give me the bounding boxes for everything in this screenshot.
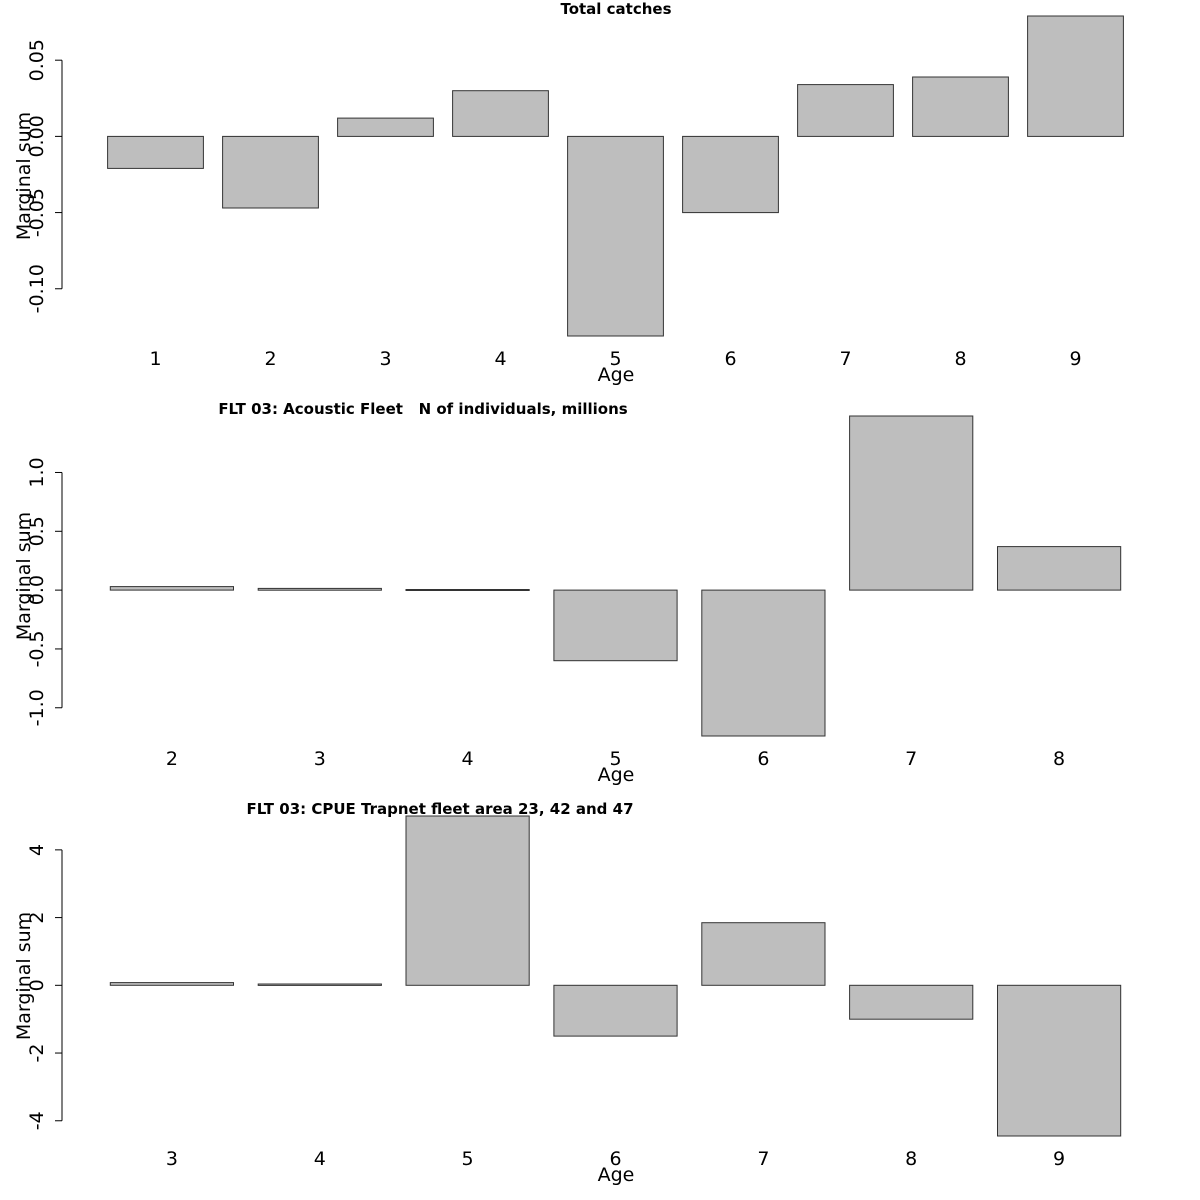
bar-age-3 [257,587,382,591]
x-tick-label: 7 [757,1148,769,1170]
y-tick-label: 0.00 [26,115,48,157]
x-tick-label: 8 [1053,748,1065,770]
x-tick-label: 7 [839,348,851,370]
bar-age-2 [109,586,234,591]
y-axis-label: Marginal sum [13,912,35,1040]
bar-age-9 [1027,15,1124,137]
bar-age-5 [567,135,664,337]
x-tick-label: 3 [166,1148,178,1170]
bar-age-4 [257,983,382,986]
y-axis: -1.0 -0.5 0.0 0.5 1.0 [26,457,63,726]
y-tick-label: -2 [26,1044,48,1063]
bar-age-7 [797,84,894,137]
bar-age-5 [553,589,678,662]
bar-age-1 [107,135,204,169]
bar-age-6 [701,589,826,737]
bars [109,415,1122,737]
x-tick-label: 6 [757,748,769,770]
y-tick-label: -0.5 [26,630,48,667]
panel-acoustic-fleet: FLT 03: Acoustic Fleet N of individuals,… [13,400,1122,786]
x-tick-labels: 3 4 5 6 7 8 9 [166,1148,1065,1170]
x-tick-label: 7 [905,748,917,770]
x-tick-label: 4 [494,348,506,370]
y-tick-label: 2 [26,912,48,924]
bar-age-4 [405,589,530,591]
x-tick-labels: 2 3 4 5 6 7 8 [166,748,1065,770]
bar-age-8 [849,984,974,1020]
y-axis-label: Marginal sum [13,112,35,240]
y-axis: -0.10 -0.05 0.00 0.05 [26,39,63,313]
x-tick-label: 8 [905,1148,917,1170]
bar-age-6 [682,135,779,214]
bar-age-2 [222,135,319,209]
x-tick-label: 4 [314,1148,326,1170]
x-tick-label: 6 [724,348,736,370]
y-tick-label: 0.0 [26,575,48,605]
x-tick-label: 1 [149,348,161,370]
y-tick-label: 4 [26,844,48,856]
bar-age-6 [553,984,678,1037]
bar-age-3 [109,982,234,986]
bar-age-7 [701,922,826,986]
x-tick-label: 5 [609,748,621,770]
y-tick-label: 1.0 [26,457,48,487]
x-tick-label: 3 [314,748,326,770]
chart-title: FLT 03: Acoustic Fleet N of individuals,… [218,400,627,418]
x-tick-label: 9 [1053,1148,1065,1170]
y-tick-label: -4 [26,1111,48,1130]
chart-title: Total catches [560,0,671,18]
bar-age-8 [997,546,1122,591]
x-tick-label: 6 [609,1148,621,1170]
y-axis-label: Marginal sum [13,512,35,640]
y-axis: -4 -2 0 2 4 [26,844,63,1130]
x-tick-label: 4 [462,748,474,770]
panel-total-catches: Total catches Marginal sum Age -0.10 -0.0… [13,0,1124,386]
bar-age-7 [849,415,974,591]
bar-age-9 [997,984,1122,1137]
x-axis-label: Age [598,764,635,786]
x-tick-label: 5 [609,348,621,370]
panel-cpue-trapnet: FLT 03: CPUE Trapnet fleet area 23, 42 a… [13,800,1122,1186]
bar-age-3 [337,117,434,137]
x-axis-label: Age [598,364,635,386]
chart-title: FLT 03: CPUE Trapnet fleet area 23, 42 a… [246,800,633,818]
bar-age-4 [452,90,549,137]
y-tick-label: -0.05 [26,188,48,237]
bar-age-5 [405,815,530,986]
x-tick-label: 2 [264,348,276,370]
x-tick-label: 2 [166,748,178,770]
y-tick-label: -1.0 [26,689,48,726]
bars [109,815,1122,1137]
bars [107,15,1124,337]
x-tick-label: 9 [1069,348,1081,370]
bar-age-8 [912,76,1009,137]
y-tick-label: 0.05 [26,39,48,81]
y-tick-label: 0.5 [26,516,48,546]
x-axis-label: Age [598,1164,635,1186]
x-tick-label: 8 [954,348,966,370]
x-tick-label: 3 [379,348,391,370]
y-tick-label: 0 [26,979,48,991]
x-tick-labels: 1 2 3 4 5 6 7 8 9 [149,348,1081,370]
y-tick-label: -0.10 [26,264,48,313]
x-tick-label: 5 [462,1148,474,1170]
